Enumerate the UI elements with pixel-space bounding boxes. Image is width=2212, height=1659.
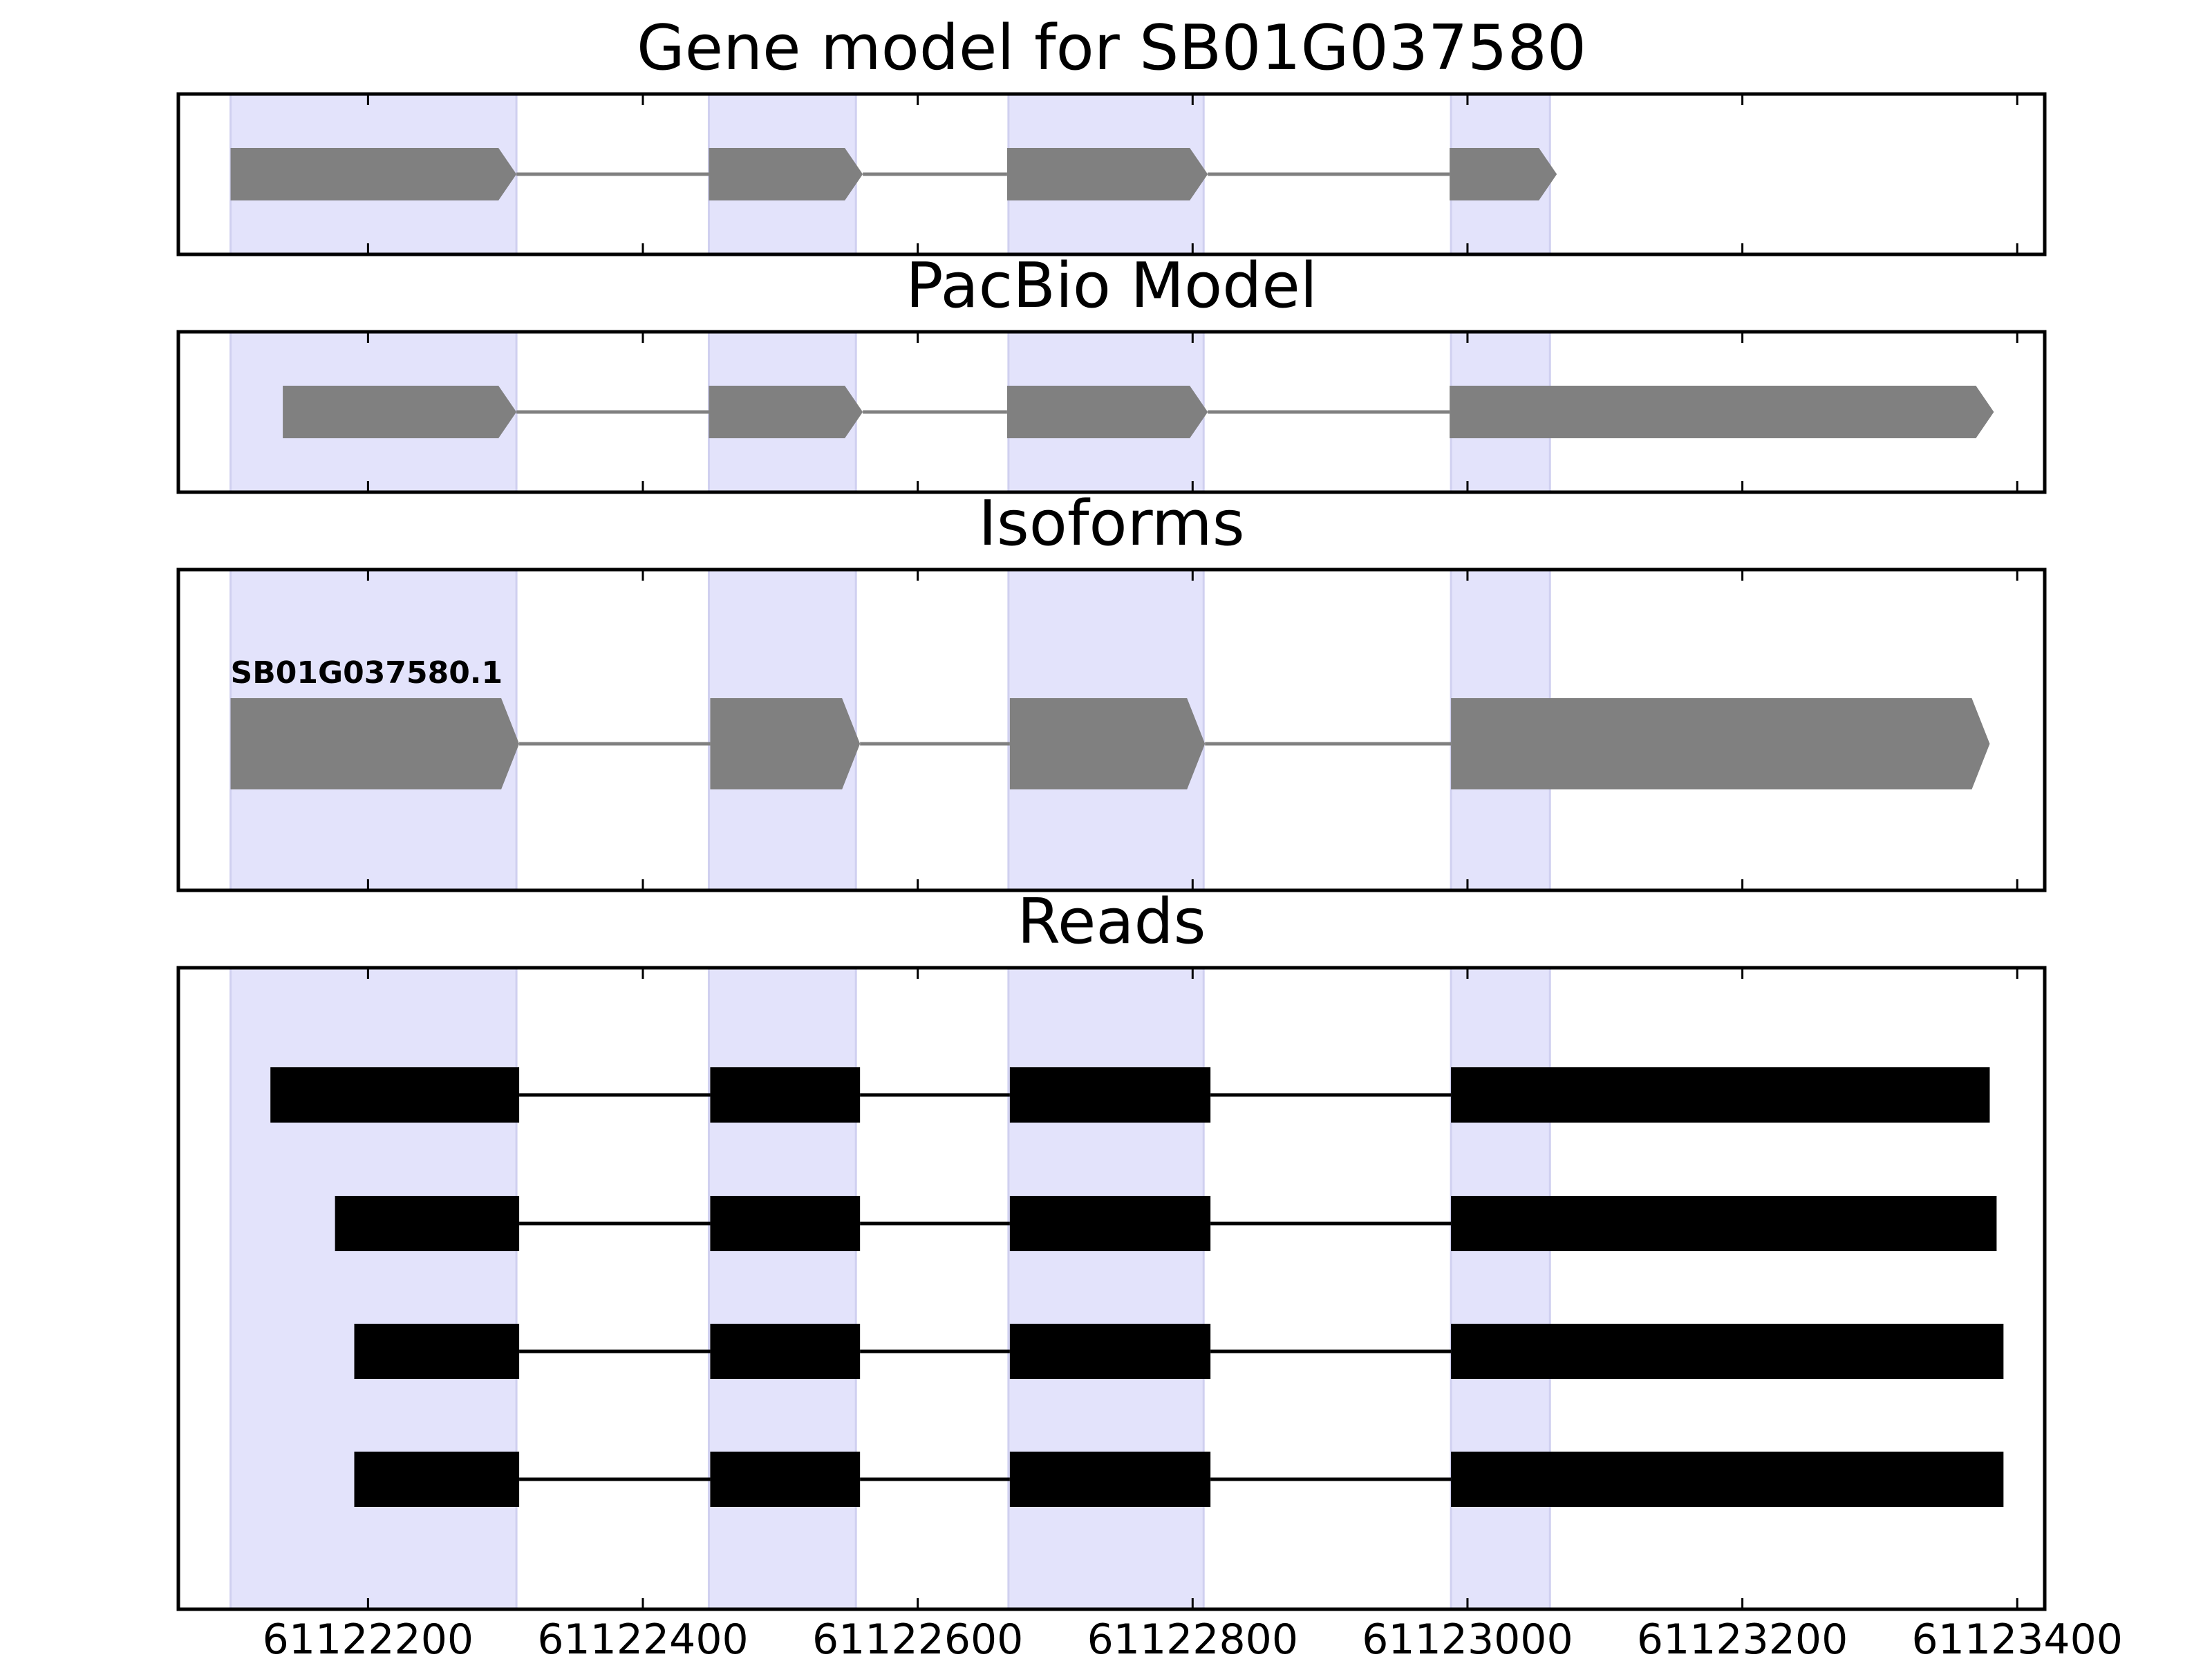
x-tick-label: 61123000 [1362, 1615, 1573, 1659]
panel-frame [176, 966, 2047, 1611]
panel-0: Gene model for SB01G037580 [176, 12, 2047, 256]
x-tick-label: 61122400 [537, 1615, 748, 1659]
read-exon [1009, 1067, 1211, 1123]
x-tick-label: 61122200 [263, 1615, 474, 1659]
exon-arrow [710, 698, 861, 789]
read-exon [710, 1196, 861, 1251]
model-track [283, 386, 1994, 438]
x-tick-labels: 61122200 61122400 61122600 61122800 61123000… [263, 1615, 2123, 1659]
panel-title: Isoforms [978, 487, 1244, 560]
read-exon [354, 1452, 520, 1507]
read-exon [710, 1067, 861, 1123]
read-exon [335, 1196, 520, 1251]
read-exon [710, 1324, 861, 1379]
exon-arrow [1006, 148, 1208, 200]
model-track [230, 148, 1557, 200]
panel-title: Reads [1017, 885, 1206, 958]
read-exon [1009, 1452, 1211, 1507]
highlight-region [1007, 966, 1205, 1611]
read-track [270, 1067, 1990, 1123]
read-exon [1009, 1196, 1211, 1251]
read-track [335, 1196, 1997, 1251]
read-exon [1451, 1067, 1990, 1123]
exon-arrow [1450, 148, 1557, 200]
panel-frame [176, 568, 2047, 892]
read-exon [710, 1452, 861, 1507]
x-tick-label: 61122600 [812, 1615, 1023, 1659]
highlight-region [1450, 966, 1551, 1611]
isoform-label: SB01G037580.1 [231, 655, 503, 691]
panel-3: Reads [176, 885, 2047, 1611]
x-tick-label: 61123200 [1637, 1615, 1848, 1659]
read-exon [354, 1324, 520, 1379]
exon-arrow [709, 148, 863, 200]
panel-title: PacBio Model [906, 250, 1318, 322]
exon-arrow [1009, 698, 1206, 789]
read-exon [270, 1067, 520, 1123]
highlight-region [707, 966, 857, 1611]
read-exon [1009, 1324, 1211, 1379]
exon-arrow [1006, 386, 1208, 438]
read-exon [1451, 1452, 2004, 1507]
exon-arrow [230, 698, 520, 789]
read-exon [1451, 1196, 1997, 1251]
panel-frame [176, 330, 2047, 494]
read-track [354, 1324, 2004, 1379]
panels-group: Gene model for SB01G037580 PacBio Model Is… [176, 12, 2123, 1659]
exon-arrow [1450, 386, 1994, 438]
exon-arrow [1451, 698, 1990, 789]
exon-arrow [709, 386, 863, 438]
read-exon [1451, 1324, 2004, 1379]
panel-title: Gene model for SB01G037580 [637, 12, 1586, 84]
exon-arrow [230, 148, 517, 200]
read-track [354, 1452, 2004, 1507]
x-tick-label: 61123400 [1912, 1615, 2123, 1659]
panel-frame [176, 92, 2047, 256]
x-tick-label: 61122800 [1087, 1615, 1298, 1659]
panel-2: Isoforms SB01G037580.1 [176, 487, 2047, 892]
highlight-region [229, 966, 518, 1611]
exon-arrow [283, 386, 517, 438]
model-track: SB01G037580.1 [230, 655, 1990, 789]
panel-1: PacBio Model [176, 250, 2047, 494]
